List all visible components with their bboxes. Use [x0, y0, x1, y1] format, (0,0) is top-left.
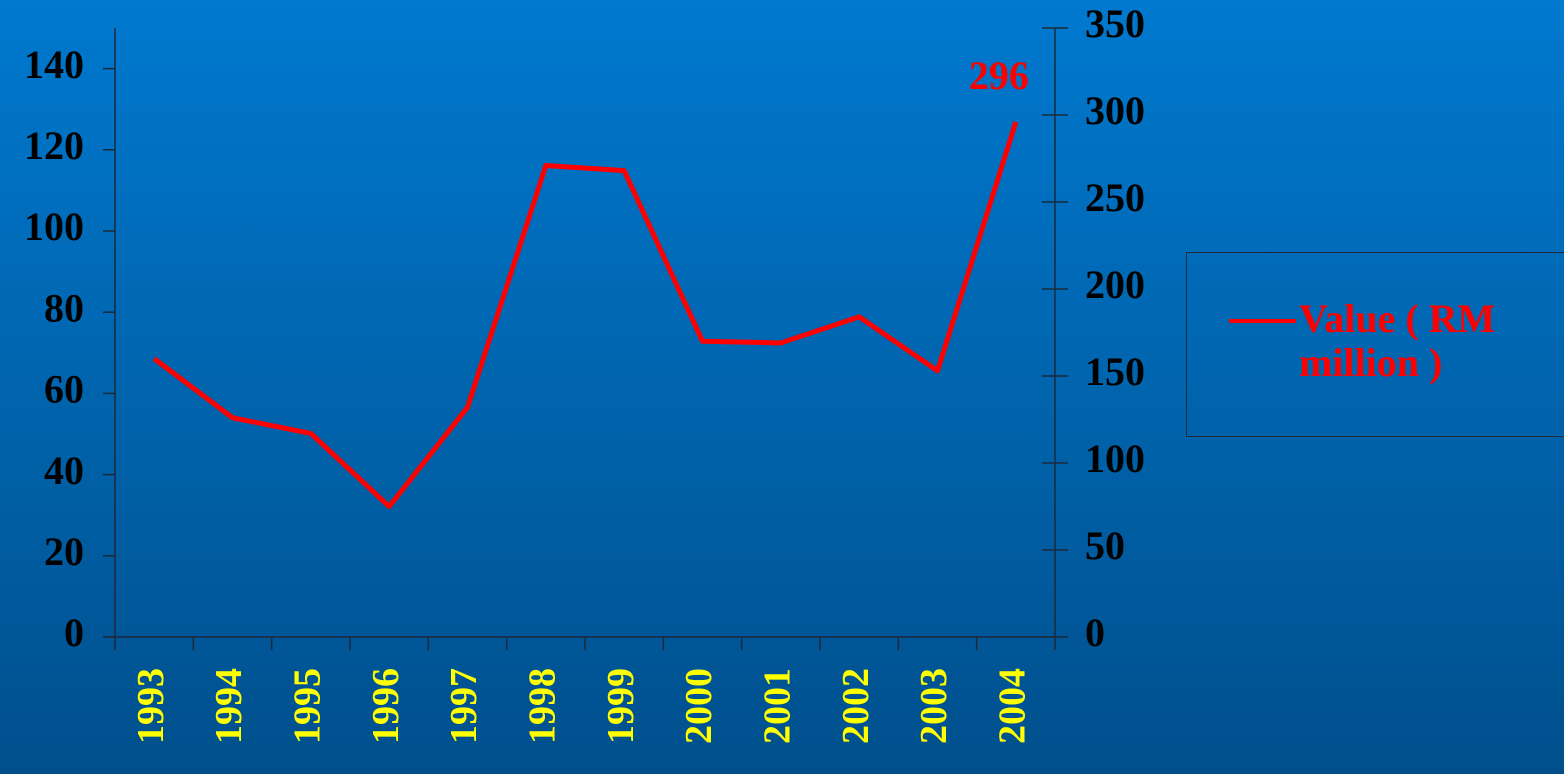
y-tick-label: 40	[44, 448, 84, 493]
y-tick-label: 0	[64, 610, 84, 655]
x-tick-label: 1995	[287, 668, 329, 744]
y-tick-label: 120	[24, 123, 84, 168]
data-line	[152, 121, 1019, 509]
y-tick-label: 60	[44, 367, 84, 412]
y2-tick-label: 350	[1085, 1, 1145, 46]
y2-tick-label: 150	[1085, 349, 1145, 394]
legend-swatch	[1229, 319, 1296, 323]
x-tick-label: 1993	[130, 668, 172, 744]
x-tick-label: 1998	[522, 668, 564, 744]
y-tick-label: 100	[24, 204, 84, 249]
data-label: 296	[969, 53, 1029, 98]
x-tick-label: 2000	[678, 668, 720, 744]
y-tick-label: 80	[44, 285, 84, 330]
y2-tick-label: 200	[1085, 262, 1145, 307]
y2-tick-label: 50	[1085, 523, 1125, 568]
x-tick-label: 1994	[208, 668, 250, 744]
legend: Value ( RM million )	[1186, 252, 1564, 437]
legend-label: Value ( RM million )	[1299, 296, 1496, 385]
x-tick-label: 2004	[992, 668, 1034, 744]
y2-tick-label: 0	[1085, 610, 1105, 655]
x-tick-label: 1996	[365, 668, 407, 744]
x-tick-label: 1997	[443, 668, 485, 744]
x-tick-label: 2003	[913, 668, 955, 744]
y2-tick-label: 250	[1085, 175, 1145, 220]
y-tick-label: 140	[24, 42, 84, 87]
x-tick-label: 2002	[835, 668, 877, 744]
x-tick-label: 1999	[600, 668, 642, 744]
x-tick-label: 2001	[757, 668, 799, 744]
y-tick-label: 20	[44, 529, 84, 574]
y2-tick-label: 100	[1085, 436, 1145, 481]
y2-tick-label: 300	[1085, 88, 1145, 133]
